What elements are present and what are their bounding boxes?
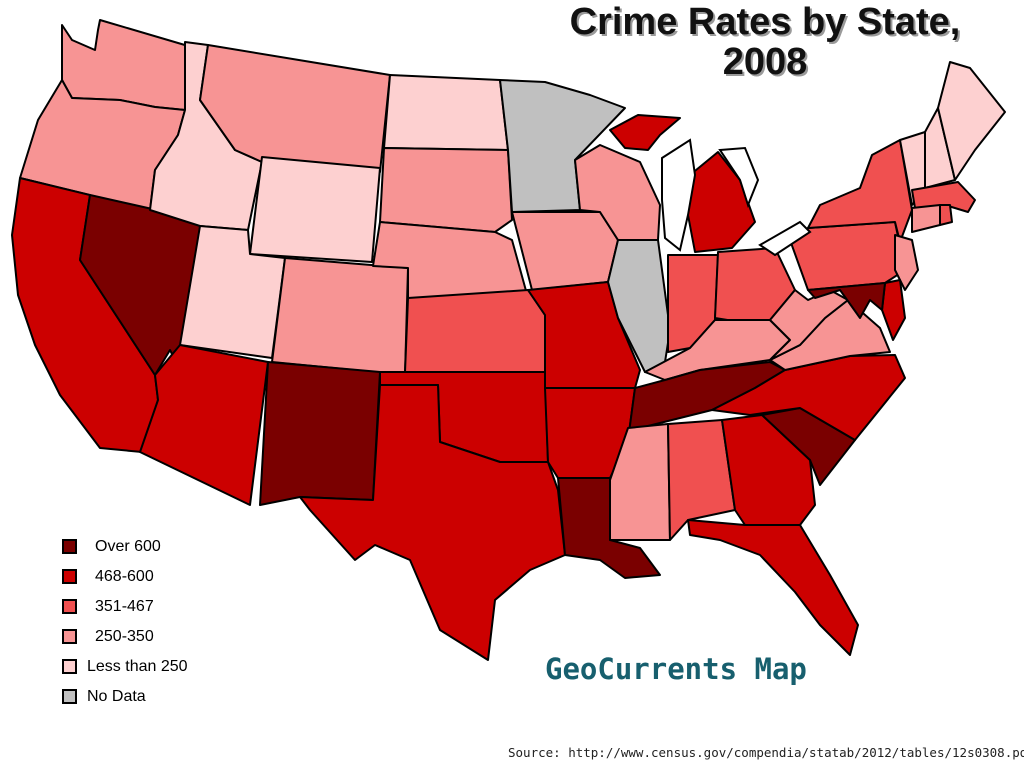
state-maryland[interactable]	[807, 282, 886, 319]
state-maine[interactable]	[937, 61, 1006, 181]
legend-item-no-data: No Data	[62, 688, 232, 718]
legend-label: 250-350	[95, 628, 154, 645]
state-texas[interactable]	[299, 384, 566, 661]
state-rhode-island[interactable]	[939, 204, 953, 226]
state-florida[interactable]	[687, 519, 859, 656]
state-new-jersey[interactable]	[894, 234, 919, 291]
legend-swatch	[62, 539, 77, 554]
legend-item-468-600: 468-600	[62, 568, 232, 598]
state-colorado[interactable]	[271, 257, 409, 376]
state-south-dakota[interactable]	[379, 147, 513, 233]
legend-label: 351-467	[95, 598, 154, 615]
legend-swatch	[62, 689, 77, 704]
state-north-dakota[interactable]	[383, 74, 509, 151]
legend-swatch	[62, 629, 77, 644]
legend-item-over-600: Over 600	[62, 538, 232, 568]
state-iowa[interactable]	[511, 211, 619, 291]
state-washington[interactable]	[61, 19, 196, 111]
legend-swatch	[62, 659, 77, 674]
lake-huron	[718, 146, 760, 208]
legend: Over 600 468-600 351-467 250-350 Less th…	[62, 538, 232, 718]
state-new-mexico[interactable]	[259, 361, 381, 506]
state-connecticut[interactable]	[911, 204, 941, 233]
state-michigan-lower[interactable]	[687, 151, 756, 253]
legend-swatch	[62, 599, 77, 614]
legend-item-351-467: 351-467	[62, 598, 232, 628]
lake-erie	[758, 220, 812, 257]
legend-swatch	[62, 569, 77, 584]
state-alabama[interactable]	[667, 419, 736, 541]
map-title-line1: Crime Rates by State,	[569, 1, 961, 43]
legend-label: Less than 250	[87, 658, 188, 675]
state-mississippi[interactable]	[609, 423, 671, 541]
map-title-line2: 2008	[722, 41, 808, 83]
geocurrents-caption: GeoCurrents Map	[545, 652, 807, 686]
legend-item-250-350: 250-350	[62, 628, 232, 658]
map-title: Crime Rates by State, 2008	[540, 2, 990, 82]
lake-michigan	[661, 138, 697, 252]
legend-item-less-than-250: Less than 250	[62, 658, 232, 688]
state-delaware[interactable]	[881, 279, 906, 341]
state-kansas[interactable]	[404, 289, 546, 373]
legend-label: 468-600	[95, 568, 154, 585]
legend-label: No Data	[87, 688, 146, 705]
state-west-virginia[interactable]	[769, 289, 849, 361]
legend-label: Over 600	[95, 538, 161, 555]
state-wyoming[interactable]	[249, 156, 381, 263]
state-michigan[interactable]	[609, 114, 681, 151]
source-citation: Source: http://www.census.gov/compendia/…	[508, 745, 1024, 760]
state-arizona[interactable]	[139, 344, 269, 506]
